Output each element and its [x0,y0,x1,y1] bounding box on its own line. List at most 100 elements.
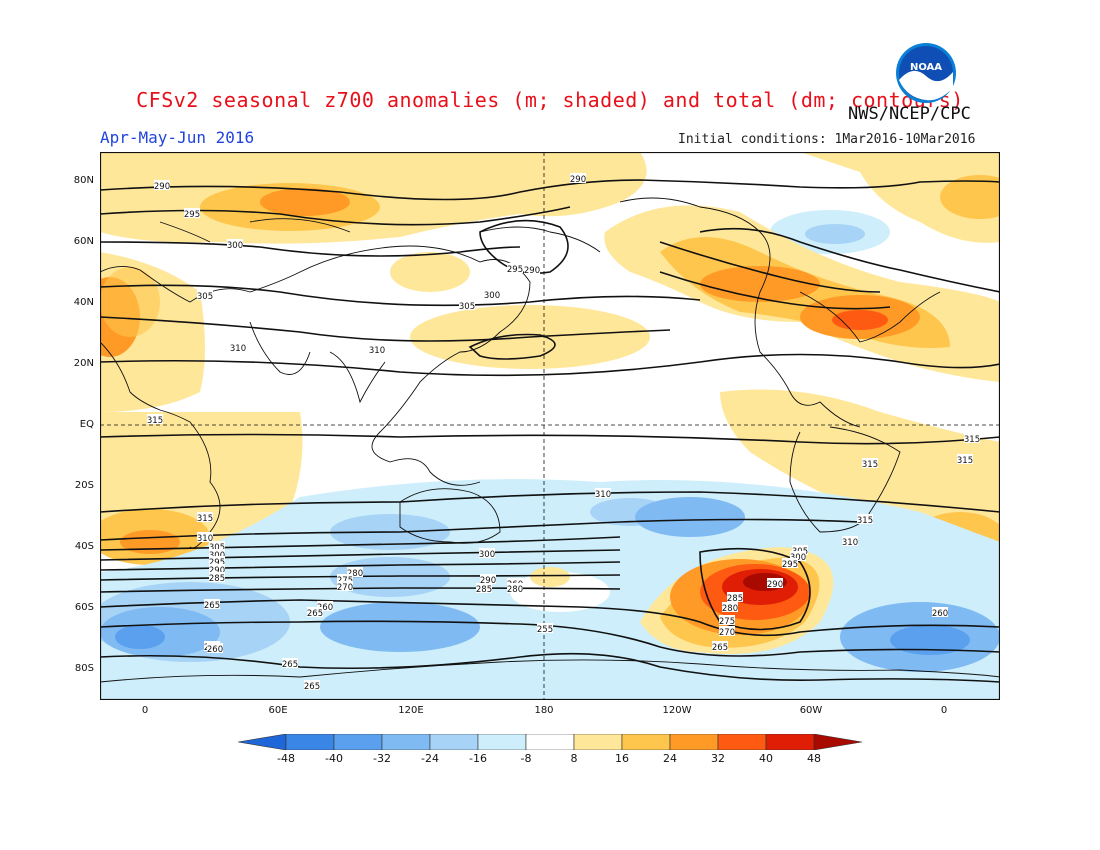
contour-label: 265 [307,609,323,619]
contour-label-bg [154,180,170,190]
contour-label: 310 [595,490,611,500]
contour-label-bg [337,574,353,584]
contour-label: 295 [209,558,225,568]
y-tick: 60S [74,602,94,613]
contour-label-bg [722,602,738,612]
y-tick: 60N [73,236,94,247]
contour-label-bg [507,583,523,593]
colorbar-label: 8 [570,752,578,765]
contour-label-bg [307,607,323,617]
contour-label-bg [484,289,500,299]
contour-label: 265 [282,660,298,670]
colorbar-label: 24 [663,752,677,765]
y-tick: 40N [73,297,94,308]
anomaly-map: 2902953003053103152902953003053103153103… [100,152,1000,700]
y-tick: 80S [74,663,94,674]
contour-label: 305 [197,292,213,302]
contour-label: 295 [184,210,200,220]
contour-label: 310 [230,344,246,354]
contour-label-bg [317,601,333,611]
contour-label: 310 [842,538,858,548]
contour-label: 290 [154,182,170,192]
x-tick: 0 [940,705,948,716]
noaa-logo: NOAA [896,43,956,103]
colorbar-label: -32 [373,752,391,765]
contour-label-bg [197,290,213,300]
contour-label: 305 [459,302,475,312]
contour-label: 260 [932,609,948,619]
anomaly-shading [100,152,1000,700]
contour-label: 315 [964,435,980,445]
contour-label: 310 [197,534,213,544]
contour-label-bg [727,592,743,602]
contour-label-bg [857,514,873,524]
contour-label-bg [712,641,728,651]
contour-label-bg [304,680,320,690]
x-tick: 120E [398,705,424,716]
x-tick: 60W [799,705,823,716]
contour-label: 290 [570,175,586,185]
agency-label: NWS/NCEP/CPC [848,104,971,124]
contour-label-bg [842,536,858,546]
contour-label-bg [964,433,980,443]
contour-label: 280 [507,585,523,595]
contour-label-bg [862,458,878,468]
colorbar-label: 48 [807,752,821,765]
contour-label-bg [227,239,243,249]
colorbar-bin [813,734,862,750]
colorbar-bin [525,734,575,750]
contour-label-bg [957,454,973,464]
logo-text: NOAA [910,62,942,73]
contour-label: 290 [209,566,225,576]
contour-label: 285 [727,594,743,604]
contour-label-bg [209,572,225,582]
contour-label: 260 [317,603,333,613]
colorbar-label: -48 [277,752,295,765]
y-tick: 20S [74,480,94,491]
contour-label-bg [524,264,540,274]
contour-label: 285 [476,585,492,595]
x-tick: 180 [534,705,554,716]
contour-label: 315 [147,416,163,426]
colorbar-label: 40 [759,752,773,765]
contour-label: 290 [767,580,783,590]
contour-label-bg [369,344,385,354]
contour-label-bg [204,599,220,609]
colorbar-bin [333,734,383,750]
height-contours [100,179,1000,683]
season-label: Apr-May-Jun 2016 [100,128,255,147]
contour-label-bg [209,541,225,551]
colorbar-bin [717,734,767,750]
x-tick: 0 [141,705,149,716]
contour-label-bg [790,551,806,561]
colorbar-bin [765,734,815,750]
contour-label-bg [209,556,225,566]
colorbar-label: -8 [520,752,532,765]
initial-conditions-label: Initial conditions: 1Mar2016-10Mar2016 [678,132,976,147]
contour-label-bg [782,558,798,568]
colorbar-label: -40 [325,752,343,765]
contour-label-bg [570,173,586,183]
contour-label: 310 [369,346,385,356]
contour-label: 265 [304,682,320,692]
contour-label: 300 [227,241,243,251]
contour-label-bg [184,208,200,218]
contour-label: 315 [862,460,878,470]
contour-label: 275 [719,617,735,627]
contour-label: 300 [479,550,495,560]
y-tick: EQ [79,419,94,430]
contour-label-bg [767,578,783,588]
contour-label: 265 [712,643,728,653]
contour-label-bg [147,414,163,424]
contour-label-bg [719,626,735,636]
colorbar-label: 32 [711,752,725,765]
colorbar-bin [573,734,623,750]
colorbar-bin [285,734,335,750]
colorbar-bin [621,734,671,750]
contour-label-bg [537,623,553,633]
x-tick: 120W [662,705,692,716]
y-tick: 20N [73,358,94,369]
contour-label: 280 [722,604,738,614]
contour-label-bg [719,615,735,625]
contour-label-bg [479,548,495,558]
